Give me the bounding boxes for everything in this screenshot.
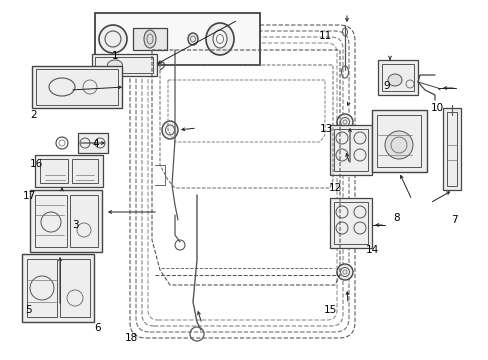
Text: 8: 8 <box>392 213 399 223</box>
Ellipse shape <box>187 33 198 45</box>
Text: 4: 4 <box>92 139 99 149</box>
Ellipse shape <box>205 23 234 55</box>
Text: 13: 13 <box>319 123 332 134</box>
Text: 16: 16 <box>30 159 43 169</box>
Bar <box>377 60 417 95</box>
Text: 3: 3 <box>72 220 79 230</box>
Bar <box>329 198 371 248</box>
Text: 14: 14 <box>365 245 379 255</box>
Ellipse shape <box>387 74 401 86</box>
Text: 5: 5 <box>25 305 32 315</box>
Bar <box>27 259 57 317</box>
Ellipse shape <box>213 30 226 48</box>
Text: 6: 6 <box>94 323 101 333</box>
Bar <box>329 125 371 175</box>
Bar <box>72 159 98 183</box>
Ellipse shape <box>107 60 122 70</box>
Text: 11: 11 <box>318 31 331 41</box>
Ellipse shape <box>143 30 156 48</box>
Ellipse shape <box>336 264 352 280</box>
Ellipse shape <box>99 25 127 53</box>
Text: 10: 10 <box>430 103 443 113</box>
Text: 1: 1 <box>111 51 118 61</box>
Bar <box>371 110 426 172</box>
Bar <box>78 133 108 153</box>
Ellipse shape <box>162 121 178 139</box>
Bar <box>333 129 367 171</box>
Text: 18: 18 <box>124 333 138 343</box>
Bar <box>22 254 94 322</box>
Bar <box>30 190 102 252</box>
Bar <box>36 69 118 105</box>
Bar <box>381 64 413 91</box>
Text: 9: 9 <box>382 81 389 91</box>
Bar <box>95 13 260 65</box>
Bar <box>35 195 67 247</box>
Ellipse shape <box>336 114 352 130</box>
Text: 2: 2 <box>30 110 37 120</box>
Bar <box>133 28 167 50</box>
Bar <box>92 54 157 76</box>
Circle shape <box>384 131 412 159</box>
Bar <box>442 108 460 190</box>
Bar <box>32 66 122 108</box>
Bar <box>40 159 68 183</box>
Bar <box>333 202 367 244</box>
Text: 15: 15 <box>323 305 336 315</box>
Bar <box>70 195 98 247</box>
Text: 7: 7 <box>450 215 457 225</box>
Bar <box>376 115 420 167</box>
Bar <box>35 155 103 187</box>
Bar <box>60 259 90 317</box>
Bar <box>446 112 456 186</box>
Text: 17: 17 <box>22 191 36 201</box>
Bar <box>95 57 153 73</box>
Text: 12: 12 <box>327 183 341 193</box>
